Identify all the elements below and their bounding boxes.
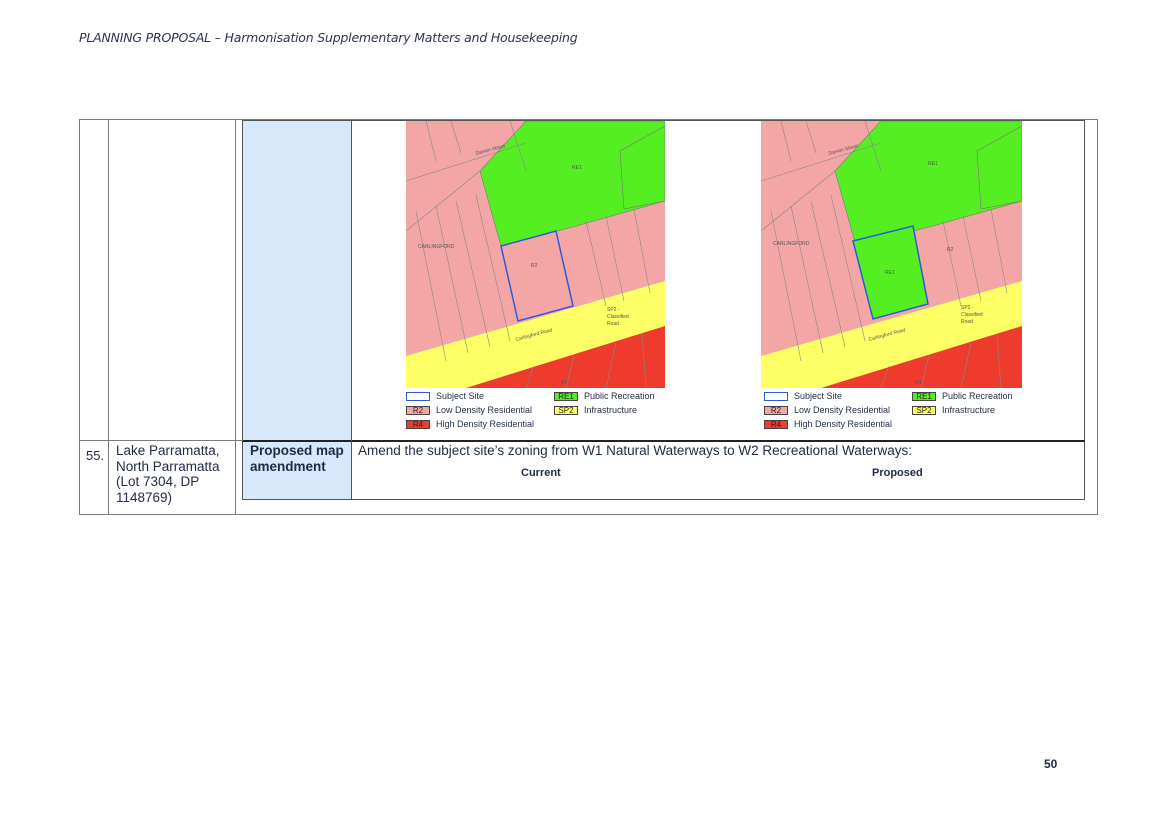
amendment-description: Amend the subject site’s zoning from W1 … <box>358 443 912 458</box>
re1-label: RE1 <box>928 161 938 167</box>
legend-item-re1: RE1 Public Recreation <box>912 391 1013 402</box>
suburb-label: CARLINGFORD <box>773 241 810 247</box>
legend-item-subject-site: Subject Site <box>406 391 484 402</box>
amendment-type: Proposed map amendment <box>250 443 344 474</box>
sp2-label-3: Road <box>961 319 973 325</box>
legend-item-re1: RE1 Public Recreation <box>554 391 655 402</box>
r4-label: R4 <box>561 380 568 386</box>
row-number: 55. <box>86 448 105 463</box>
legend-swatch: RE1 <box>554 392 578 402</box>
page-number: 50 <box>1044 757 1058 771</box>
location-text: Lake Parramatta, North Parramatta (Lot 7… <box>116 443 220 505</box>
sp2-label-2: Classified <box>607 314 629 320</box>
type-cell <box>243 120 351 499</box>
sp2-label-2: Classified <box>961 312 983 318</box>
table-frame <box>79 119 1098 515</box>
row-divider <box>79 440 243 441</box>
legend-swatch: RE1 <box>912 392 936 402</box>
legend-swatch: R2 <box>764 406 788 416</box>
legend-swatch: SP2 <box>912 406 936 416</box>
legend-swatch: SP2 <box>554 406 578 416</box>
proposed-zoning-map: Darwin Street RE1 CARLINGFORD RE1 R2 Car… <box>761 121 1022 388</box>
legend-item-r4: R4 High Density Residential <box>764 419 892 430</box>
sp2-label-1: SP2 - <box>961 305 974 311</box>
inner-table <box>242 120 1085 500</box>
legend-item-sp2: SP2 Infrastructure <box>912 405 995 416</box>
proposed-map-legend: Subject Site RE1 Public Recreation R2 Low … <box>764 391 1024 436</box>
site-zone-label: RE1 <box>885 270 895 276</box>
col-divider <box>235 119 236 515</box>
legend-item-r2: R2 Low Density Residential <box>764 405 890 416</box>
suburb-label: CARLINGFORD <box>418 244 455 250</box>
legend-item-r2: R2 Low Density Residential <box>406 405 532 416</box>
col-divider <box>108 119 109 515</box>
legend-item-sp2: SP2 Infrastructure <box>554 405 637 416</box>
legend-swatch <box>764 392 788 402</box>
proposed-heading: Proposed <box>872 467 923 479</box>
current-zoning-map: Darwin Street RE1 CARLINGFORD R2 Carling… <box>406 121 665 388</box>
sp2-label-1: SP2 - <box>607 307 620 313</box>
re1-label: RE1 <box>572 165 582 171</box>
r2-label: R2 <box>947 247 954 253</box>
legend-swatch: R4 <box>406 420 430 430</box>
legend-swatch: R2 <box>406 406 430 416</box>
legend-swatch <box>406 392 430 402</box>
col-divider <box>351 120 352 500</box>
row-divider <box>242 440 1085 442</box>
site-zone-label: R2 <box>531 263 538 269</box>
current-heading: Current <box>521 467 561 479</box>
legend-item-r4: R4 High Density Residential <box>406 419 534 430</box>
legend-item-subject-site: Subject Site <box>764 391 842 402</box>
r4-label: R4 <box>915 380 922 386</box>
page-header: PLANNING PROPOSAL – Harmonisation Supple… <box>79 30 578 45</box>
legend-swatch: R4 <box>764 420 788 430</box>
current-map-legend: Subject Site RE1 Public Recreation R2 Low … <box>406 391 666 436</box>
sp2-label-3: Road <box>607 321 619 327</box>
